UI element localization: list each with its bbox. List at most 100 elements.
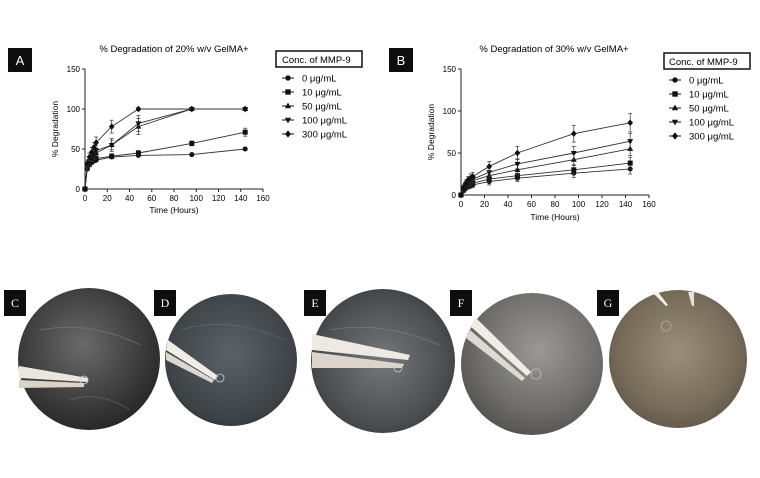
chart-a-series-4-point (84, 160, 91, 167)
legend-entry-label: 10 μg/mL (302, 88, 342, 99)
chart-a-series-1-point (109, 153, 115, 159)
chart-b-xtick-label: 0 (459, 200, 464, 209)
legend-entry-label: 300 μg/mL (302, 130, 347, 141)
panel-label-b: B (389, 48, 413, 72)
chart-b-ylabel: % Degradation (426, 104, 436, 161)
chart-a-ytick-label: 0 (76, 185, 81, 194)
chart-a-series-4-point (135, 105, 142, 113)
photo-label-c: C (4, 290, 26, 316)
chart-a-series-0-point (242, 146, 248, 152)
chart-b-series-4-point (514, 149, 521, 157)
chart-b-series-3-point (514, 161, 521, 168)
chart-b-xtick-label: 120 (595, 200, 609, 209)
chart-a-series-3-line (84, 108, 246, 190)
chart-b-title: % Degradation of 30% w/v GelMA+ (479, 44, 629, 55)
chart-a-series-4-point (188, 105, 195, 113)
chart-a-series-4-point (82, 185, 88, 193)
legend-swatch-marker (671, 119, 679, 126)
legend-entry-label: 10 μg/mL (689, 90, 729, 101)
chart-b-ytick-label: 100 (443, 107, 457, 116)
legend-swatch-marker (284, 102, 292, 109)
chart-a-xtick-label: 60 (147, 194, 156, 203)
photo-f (461, 293, 603, 435)
chart-a-series-4-point (86, 153, 93, 161)
chart-b-series-4-point (460, 184, 467, 191)
chart-a-series-4-point (88, 148, 95, 156)
legend-swatch-marker (285, 75, 291, 81)
photo-label-d: D (154, 290, 176, 316)
chart-a-xtick-label: 40 (125, 194, 134, 203)
tweezer-icon (312, 334, 410, 360)
legend-entry-label: 0 μg/mL (302, 74, 337, 85)
photo-g (609, 290, 747, 428)
legend-swatch-marker (285, 89, 291, 95)
chart-a-series-4-point (242, 105, 249, 113)
legend-entry-label: 50 μg/mL (689, 104, 729, 115)
chart-a-series-3-point (135, 121, 142, 127)
legend-b-title: Conc. of MMP-9 (669, 57, 738, 68)
chart-a-ytick-label: 150 (67, 65, 81, 74)
chart-b-xtick-label: 40 (504, 200, 513, 209)
tweezer-icon (470, 318, 531, 376)
chart-b-series-3-point (627, 139, 634, 145)
chart-a-series-1-line (84, 131, 246, 190)
chart-b-series-4-point (486, 163, 493, 170)
photo-e (311, 289, 455, 433)
chart-a-series-4-line (84, 108, 246, 190)
legend-a-title: Conc. of MMP-9 (282, 55, 351, 66)
chart-b-series-2-line (460, 148, 631, 196)
chart-a-xtick-label: 120 (212, 194, 226, 203)
chart-a-ytick-label: 50 (71, 145, 80, 154)
photo-c (18, 288, 160, 430)
legend-swatch-marker (284, 117, 292, 124)
chart-a-series-1-point (135, 150, 141, 156)
legend-a: Conc. of MMP-9 0 μg/mL 10 μg/mL 50 μg/mL 10… (275, 50, 363, 141)
chart-a-series-3-point (93, 148, 100, 154)
legend-entry-label: 100 μg/mL (689, 118, 734, 129)
chart-a-series-0-line (84, 148, 246, 190)
chart-b-series-4-point (570, 130, 577, 138)
tweezer-icon (166, 340, 218, 380)
chart-a-series-4-point (108, 123, 115, 130)
chart-b-series-3-point (570, 150, 577, 157)
photo-label-f: F (450, 290, 472, 316)
chart-a-title: % Degradation of 20% w/v GelMA+ (99, 44, 249, 55)
chart-a-series-0-point (189, 152, 195, 158)
chart-a-xtick-label: 140 (234, 194, 248, 203)
legend-entry-label: 50 μg/mL (302, 102, 342, 113)
legend-entry-label: 100 μg/mL (302, 116, 347, 127)
chart-a-xlabel: Time (Hours) (149, 205, 198, 215)
legend-entry-label: 0 μg/mL (689, 76, 724, 87)
chart-b-xlabel: Time (Hours) (530, 212, 579, 222)
chart-b-xtick-label: 160 (642, 200, 656, 209)
chart-b-xtick-label: 140 (619, 200, 633, 209)
chart-a-series-1-point (242, 129, 248, 135)
chart-a: % Degradation of 20% w/v GelMA+ % Degrad… (50, 44, 270, 215)
chart-a-ylabel: % Degradation (50, 101, 60, 158)
legend-swatch-marker (672, 91, 678, 97)
chart-a-ytick-label: 100 (67, 105, 81, 114)
chart-a-xtick-label: 80 (170, 194, 179, 203)
chart-b-series-1-point (571, 167, 577, 173)
panel-label-a: A (8, 48, 32, 72)
photo-d (165, 294, 297, 426)
chart-b-series-1-point (627, 160, 633, 166)
chart-b-ytick-label: 0 (452, 191, 457, 200)
chart-b-ytick-label: 150 (443, 65, 457, 74)
chart-a-xtick-label: 20 (103, 194, 112, 203)
chart-a-series-4-point (91, 144, 97, 151)
chart-a-series-1-point (189, 140, 195, 146)
chart-a-xtick-label: 160 (256, 194, 270, 203)
chart-b-xtick-label: 20 (480, 200, 489, 209)
chart-a-series-2-line (84, 108, 246, 190)
legend-b-title-box (663, 52, 751, 70)
chart-b-xtick-label: 60 (527, 200, 536, 209)
photo-label-e: E (304, 290, 326, 316)
chart-b-series-4-point (627, 119, 634, 127)
legend-entry-label: 300 μg/mL (689, 132, 734, 143)
chart-a-series-3-point (108, 142, 115, 149)
tweezer-icon (652, 292, 668, 306)
chart-b-xtick-label: 100 (572, 200, 586, 209)
chart-b-series-4-point (469, 173, 476, 180)
